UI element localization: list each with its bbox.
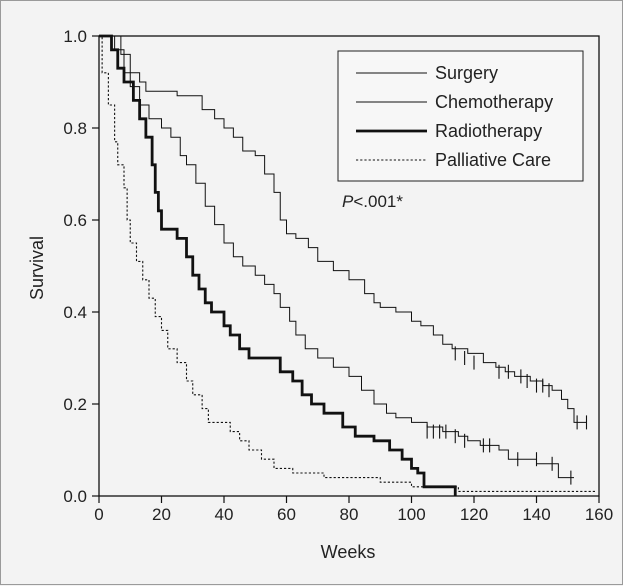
series-palliative-care bbox=[99, 35, 596, 492]
legend-label-surgery: Surgery bbox=[435, 63, 498, 83]
x-tick-label: 0 bbox=[94, 505, 103, 524]
y-tick-label: 1.0 bbox=[63, 27, 87, 46]
legend-label-chemotherapy: Chemotherapy bbox=[435, 92, 553, 112]
x-tick-label: 140 bbox=[522, 505, 550, 524]
p-value-annotation: P<.001* bbox=[342, 192, 403, 211]
y-tick-label: 0.2 bbox=[63, 395, 87, 414]
legend: Surgery Chemotherapy Radiotherapy Palliativ… bbox=[337, 50, 584, 182]
palliative-care-line bbox=[99, 35, 596, 492]
p-value-text: <.001* bbox=[353, 192, 403, 211]
series-surgery bbox=[99, 35, 588, 430]
x-tick-label: 60 bbox=[277, 505, 296, 524]
x-tick-label: 120 bbox=[460, 505, 488, 524]
x-tick-label: 20 bbox=[152, 505, 171, 524]
legend-label-palliative-care: Palliative Care bbox=[435, 150, 551, 170]
x-tick-label: 80 bbox=[340, 505, 359, 524]
y-tick-label: 0.4 bbox=[63, 303, 87, 322]
series-chemotherapy bbox=[99, 35, 574, 485]
radiotherapy-line bbox=[99, 34, 457, 496]
x-tick-label: 160 bbox=[585, 505, 613, 524]
y-tick-label: 0.6 bbox=[63, 211, 87, 230]
series-radiotherapy bbox=[99, 34, 457, 496]
surgery-line bbox=[99, 35, 587, 423]
legend-label-radiotherapy: Radiotherapy bbox=[435, 121, 542, 141]
p-value-letter: P bbox=[342, 192, 354, 211]
x-tick-label: 100 bbox=[397, 505, 425, 524]
y-tick-label: 0.8 bbox=[63, 119, 87, 138]
chemotherapy-line bbox=[99, 35, 574, 479]
x-axis-title: Weeks bbox=[321, 542, 376, 562]
x-tick-label: 40 bbox=[215, 505, 234, 524]
y-axis-title: Survival bbox=[27, 236, 47, 300]
y-tick-label: 0.0 bbox=[63, 487, 87, 506]
